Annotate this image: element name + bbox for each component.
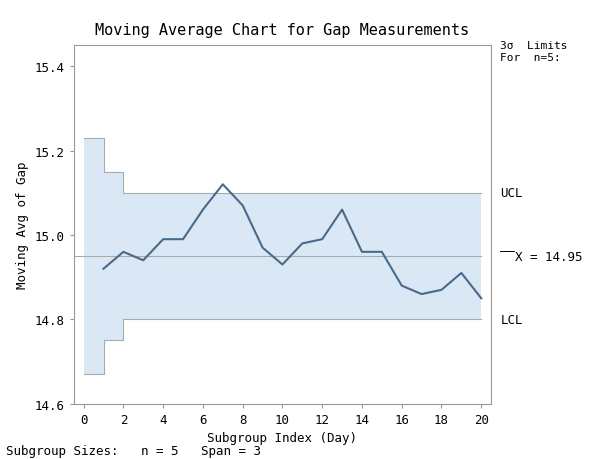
Text: UCL: UCL — [500, 187, 523, 200]
X-axis label: Subgroup Index (Day): Subgroup Index (Day) — [208, 431, 357, 444]
Text: 3σ  Limits
For  n=5:: 3σ Limits For n=5: — [500, 41, 568, 63]
Text: LCL: LCL — [500, 313, 523, 326]
Text: ̅̅X = 14.95: ̅̅X = 14.95 — [500, 250, 583, 263]
Title: Moving Average Chart for Gap Measurements: Moving Average Chart for Gap Measurement… — [95, 23, 470, 38]
Y-axis label: Moving Avg of Gap: Moving Avg of Gap — [16, 161, 29, 289]
Text: Subgroup Sizes:   n = 5   Span = 3: Subgroup Sizes: n = 5 Span = 3 — [6, 444, 261, 457]
